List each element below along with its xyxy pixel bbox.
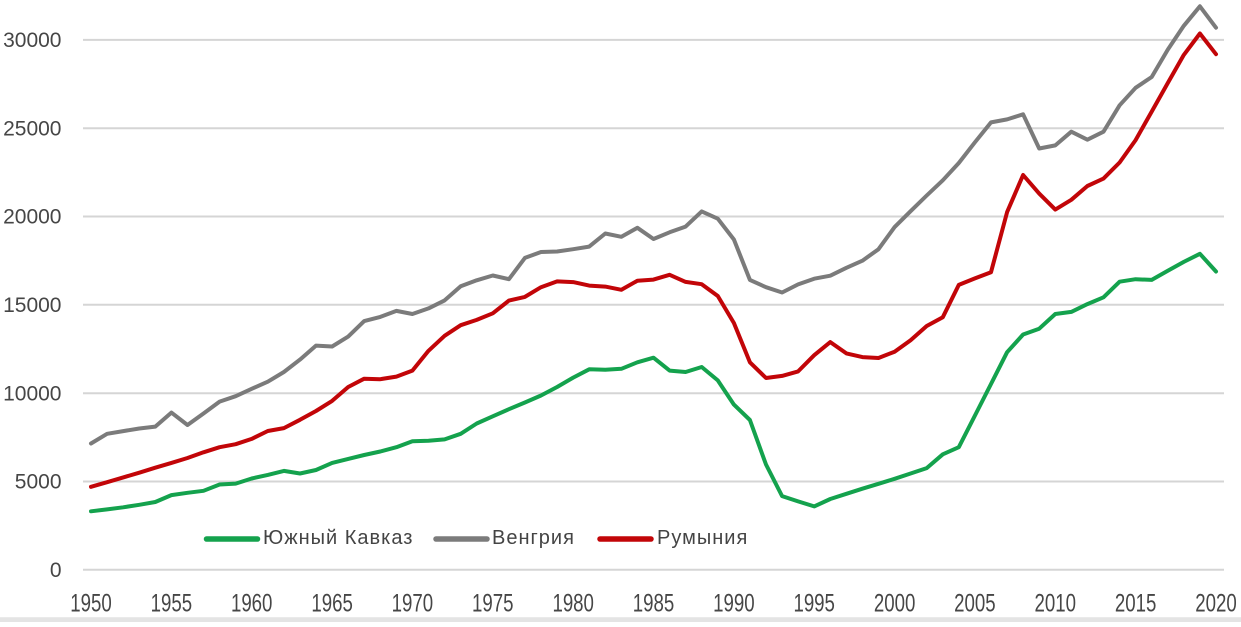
svg-text:30000: 30000 — [3, 29, 61, 52]
svg-text:15000: 15000 — [3, 294, 61, 317]
svg-text:1985: 1985 — [633, 590, 675, 618]
svg-text:1960: 1960 — [231, 590, 273, 618]
svg-text:1975: 1975 — [472, 590, 514, 618]
svg-text:2010: 2010 — [1035, 590, 1077, 618]
svg-text:20000: 20000 — [3, 206, 61, 229]
svg-text:1980: 1980 — [552, 590, 594, 618]
svg-text:1995: 1995 — [793, 590, 835, 618]
svg-text:10000: 10000 — [3, 382, 61, 405]
svg-text:1965: 1965 — [311, 590, 353, 618]
svg-text:Южный Кавказ: Южный Кавказ — [263, 527, 413, 549]
svg-text:2000: 2000 — [874, 590, 916, 618]
svg-text:2015: 2015 — [1115, 590, 1157, 618]
svg-text:1950: 1950 — [70, 590, 112, 618]
svg-text:2020: 2020 — [1195, 590, 1237, 618]
svg-text:25000: 25000 — [3, 117, 61, 140]
svg-text:5000: 5000 — [15, 471, 62, 494]
svg-text:2005: 2005 — [954, 590, 996, 618]
svg-text:Венгрия: Венгрия — [492, 527, 575, 549]
svg-text:0: 0 — [50, 559, 62, 582]
svg-text:1970: 1970 — [392, 590, 434, 618]
svg-text:1955: 1955 — [151, 590, 193, 618]
svg-text:1990: 1990 — [713, 590, 755, 618]
svg-text:Румыния: Румыния — [657, 527, 748, 549]
